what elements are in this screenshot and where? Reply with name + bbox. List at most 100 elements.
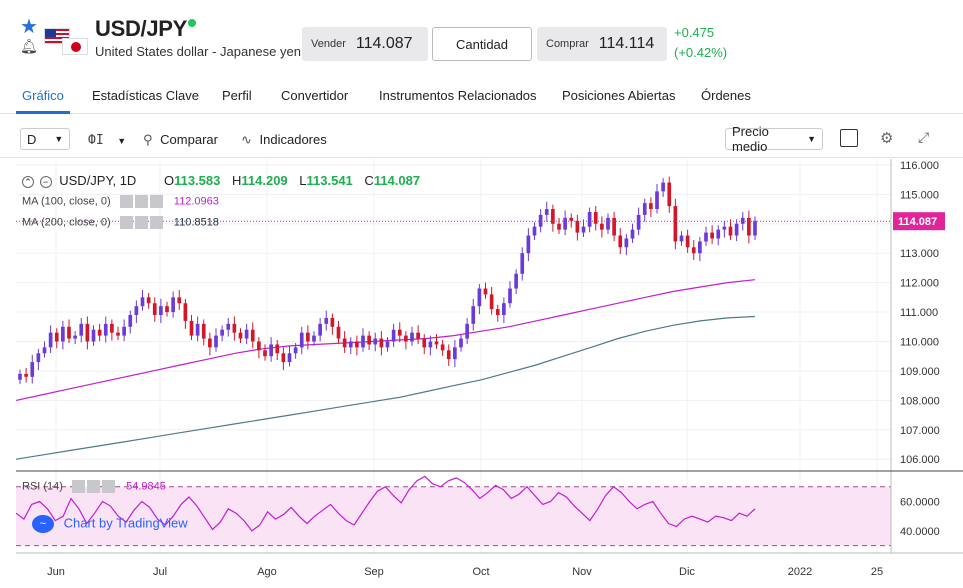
- ma100-value: 112.0963: [173, 195, 219, 208]
- candle-body: [146, 297, 151, 304]
- candle-body: [128, 315, 133, 327]
- remove-icon[interactable]: −: [39, 175, 52, 188]
- price-chart[interactable]: Jun Jul Ago Sep Oct Nov Dic 2022 25 116.000 115.00…: [0, 159, 963, 588]
- candle-body: [453, 347, 457, 360]
- quantity-input[interactable]: Cantidad: [432, 27, 532, 61]
- sell-button[interactable]: Vender 114.087: [302, 27, 428, 61]
- ma200-label: MA (200, close, 0): [22, 216, 111, 229]
- candle-body: [165, 306, 169, 313]
- gear-icon[interactable]: ⚙: [880, 130, 894, 147]
- candle-body: [624, 238, 629, 248]
- candle-body: [575, 220, 580, 233]
- indicator-controls[interactable]: [119, 195, 165, 208]
- rsi-axis-tick-label: 60.0000: [900, 496, 940, 508]
- y-axis-tick-label: 113.000: [900, 248, 939, 260]
- instrument-description: United States dollar - Japanese yen: [95, 44, 301, 59]
- candle-body: [293, 347, 298, 354]
- candle-body: [330, 317, 335, 327]
- candle-body: [667, 182, 672, 207]
- bell-icon[interactable]: 🔔︎: [20, 38, 38, 54]
- chart-toolbar: D ▼ ФI ▼ ⚲ Comparar ∿ Indicadores Precio…: [0, 120, 963, 158]
- candle-body: [397, 329, 402, 336]
- candle-body: [226, 323, 231, 330]
- candle-body: [520, 253, 525, 274]
- candle-body: [557, 223, 561, 230]
- legend-symbol: USD/JPY, 1D: [59, 173, 137, 188]
- x-axis-tick-label: Oct: [472, 566, 489, 578]
- compare-button[interactable]: ⚲ Comparar: [143, 132, 218, 148]
- candle-body: [30, 362, 35, 377]
- collapse-icon[interactable]: ⌃: [22, 175, 34, 188]
- y-axis-tick-label: 109.000: [900, 366, 940, 378]
- candle-body: [42, 347, 47, 354]
- candle-body: [367, 335, 371, 345]
- tradingview-watermark[interactable]: ~ Chart by TradingView: [32, 515, 188, 533]
- chart-canvas[interactable]: Jun Jul Ago Sep Oct Nov Dic 2022 25 116.000 115.00…: [0, 159, 963, 588]
- compare-icon: ⚲: [143, 132, 153, 147]
- candles-icon: ФI: [88, 133, 104, 148]
- candle-body: [373, 338, 378, 345]
- interval-select[interactable]: D ▼: [20, 128, 70, 150]
- open-value: 113.583: [174, 173, 221, 188]
- candle-body: [544, 209, 549, 215]
- x-axis-tick-label: 25: [871, 566, 883, 578]
- price-change-absolute: +0.475: [674, 25, 715, 40]
- candle-body: [416, 332, 420, 339]
- tab-grafico[interactable]: Gráfico: [22, 88, 64, 103]
- tradingview-logo-icon: ~: [32, 515, 54, 533]
- ma100-label: MA (100, close, 0): [22, 195, 111, 208]
- buy-button[interactable]: Comprar 114.114: [537, 27, 667, 61]
- tab-perfil[interactable]: Perfil: [222, 88, 252, 103]
- indicator-controls[interactable]: [72, 480, 117, 493]
- candle-body: [348, 341, 353, 348]
- candle-body: [679, 235, 684, 242]
- candle-body: [275, 344, 280, 354]
- tab-ordenes[interactable]: Órdenes: [701, 88, 751, 103]
- market-open-indicator: [188, 19, 196, 27]
- candle-body: [54, 332, 59, 342]
- close-label: C: [364, 173, 374, 188]
- instrument-symbol: USD/JPY: [95, 16, 188, 41]
- candle-body: [428, 341, 433, 348]
- y-axis-tick-label: 112.000: [900, 278, 939, 290]
- candle-body: [110, 323, 114, 333]
- candle-body: [459, 338, 463, 348]
- x-axis-tick-label: 2022: [788, 566, 812, 578]
- ma200-legend: MA (200, close, 0) 110.8518: [22, 216, 219, 229]
- tab-instrumentos-relacionados[interactable]: Instrumentos Relacionados: [379, 88, 537, 103]
- ma100-line: [15, 279, 756, 401]
- low-label: L: [299, 173, 307, 188]
- candle-body: [214, 335, 218, 348]
- close-value: 114.087: [373, 173, 421, 188]
- candle-body: [483, 288, 488, 295]
- candle-body: [434, 341, 439, 345]
- buy-price: 114.114: [598, 35, 655, 52]
- star-icon[interactable]: ★: [20, 16, 38, 38]
- tab-estadisticas-clave[interactable]: Estadísticas Clave: [92, 88, 199, 103]
- candle-body: [177, 297, 182, 304]
- price-mode-select[interactable]: Precio medio ▼: [725, 124, 823, 154]
- x-axis-tick-label: Sep: [364, 566, 384, 578]
- rsi-value: 54.9845: [126, 480, 166, 493]
- candle-body: [698, 241, 702, 254]
- indicator-controls[interactable]: [119, 216, 165, 229]
- candle-body: [195, 323, 200, 336]
- toggle-checkbox[interactable]: [840, 129, 858, 147]
- candle-body: [24, 373, 28, 377]
- candle-body: [563, 217, 567, 230]
- high-value: 114.209: [241, 173, 288, 188]
- fullscreen-icon[interactable]: ⤢: [918, 129, 930, 145]
- tab-posiciones-abiertas[interactable]: Posiciones Abiertas: [562, 88, 676, 103]
- candle-body: [489, 294, 494, 310]
- indicators-button[interactable]: ∿ Indicadores: [241, 132, 327, 148]
- candle-body: [532, 226, 537, 236]
- candle-body: [232, 323, 237, 333]
- candle-body: [269, 344, 273, 357]
- candle-body: [299, 332, 304, 348]
- chart-type-select[interactable]: ФI ▼: [88, 132, 126, 148]
- candle-body: [122, 326, 126, 336]
- candle-body: [673, 206, 678, 242]
- y-axis-tick-label: 108.000: [900, 395, 940, 407]
- candle-body: [287, 353, 292, 363]
- tab-convertidor[interactable]: Convertidor: [281, 88, 349, 103]
